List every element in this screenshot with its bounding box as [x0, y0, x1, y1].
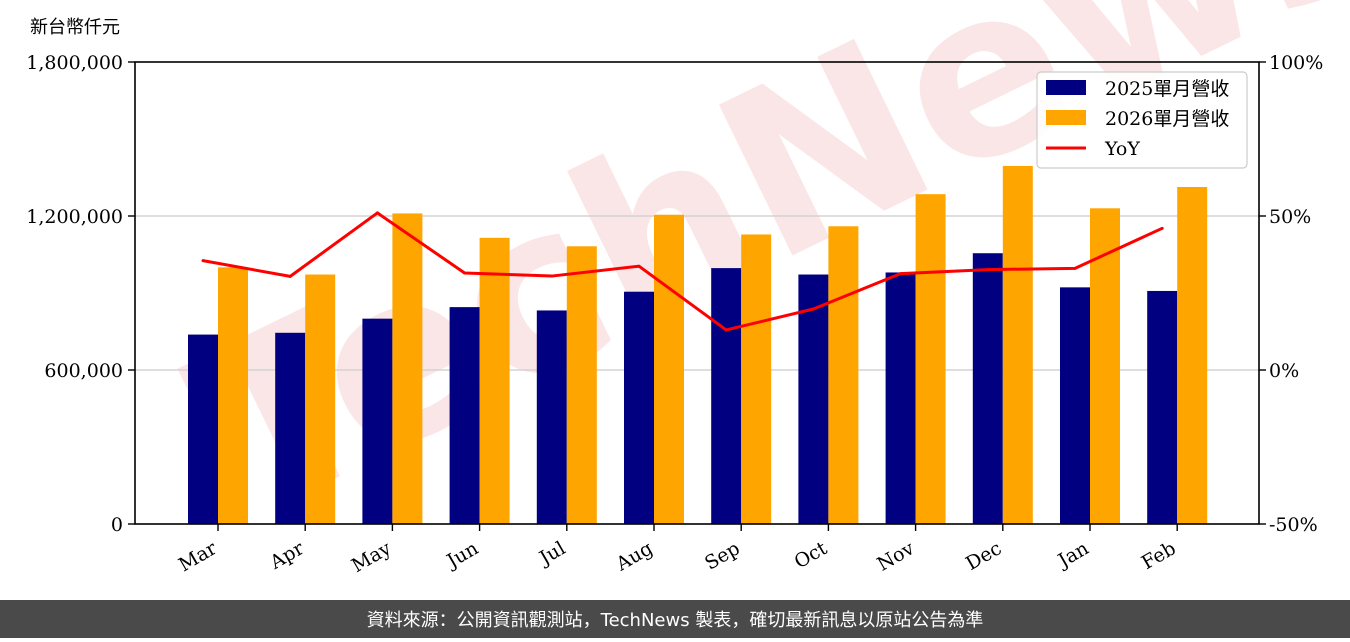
- yoy-point: [899, 272, 903, 276]
- right-axis: -50% 0% 50% 100%: [1259, 52, 1323, 536]
- footer-source-text: 資料來源：公開資訊觀測站，TechNews 製表，確切最新訊息以原站公告為準: [367, 610, 984, 631]
- legend: 2025單月營收 2026單月營收 YoY: [1036, 71, 1248, 169]
- bar-2025: [711, 268, 742, 524]
- plot-frame: [134, 61, 1260, 525]
- unit-label: 新台幣仟元: [30, 17, 120, 38]
- legend-box: [1036, 71, 1248, 169]
- bar-2026: [828, 226, 859, 524]
- x-axis-tick-label: Mar: [175, 537, 221, 576]
- yoy-point: [724, 328, 728, 332]
- legend-swatch-2025: [1046, 80, 1086, 95]
- yoy-point: [550, 274, 554, 278]
- bar-2025: [885, 272, 916, 524]
- x-axis-tick-label: Feb: [1138, 537, 1180, 574]
- x-axis-tick-label: Jul: [534, 537, 569, 570]
- left-axis-tick-label: 600,000: [44, 360, 123, 382]
- yoy-point: [637, 264, 641, 268]
- legend-swatch-2026: [1046, 110, 1086, 125]
- legend-label-2026: 2026單月營收: [1105, 108, 1229, 130]
- bar-2025: [275, 332, 306, 524]
- bar-2025: [972, 253, 1003, 524]
- bar-2025: [536, 310, 567, 524]
- left-axis-tick-label: 1,800,000: [26, 52, 123, 74]
- yoy-line: [202, 211, 1163, 332]
- yoy-point: [986, 268, 990, 272]
- left-axis: 0 600,000 1,200,000 1,800,000: [26, 52, 135, 536]
- yoy-point: [1073, 266, 1077, 270]
- bar-2026: [915, 194, 946, 524]
- left-axis-tick-label: 1,200,000: [26, 206, 123, 228]
- bar-2026: [479, 237, 510, 525]
- bar-2025: [798, 274, 829, 524]
- bar-2026: [1090, 208, 1120, 525]
- yoy-point: [1160, 226, 1164, 230]
- x-axis-tick-label: Dec: [962, 537, 1005, 575]
- bar-2025: [1147, 290, 1178, 524]
- bar-2025: [188, 334, 218, 524]
- x-axis-tick-label: Nov: [873, 537, 918, 576]
- legend-label-yoy: YoY: [1104, 138, 1140, 160]
- yoy-point: [811, 307, 815, 311]
- x-axis-tick-label: May: [348, 537, 395, 577]
- left-axis-tick-label: 0: [111, 514, 123, 536]
- bar-2025: [449, 307, 480, 524]
- bar-2025: [624, 291, 654, 524]
- x-axis-tick-label: Aug: [612, 537, 657, 576]
- bar-2026: [392, 213, 423, 524]
- right-axis-tick-label: 50%: [1269, 206, 1311, 228]
- legend-label-2025: 2025單月營收: [1105, 78, 1229, 100]
- footer-bar: [0, 600, 1350, 638]
- yoy-point: [201, 259, 205, 263]
- bar-2026: [654, 214, 684, 524]
- x-axis-tick-label: Jan: [1053, 537, 1093, 573]
- bar-2026: [741, 234, 772, 525]
- right-axis-tick-label: -50%: [1269, 514, 1318, 536]
- bar-2026: [1002, 165, 1033, 524]
- yoy-point: [375, 211, 379, 215]
- bar-2026: [566, 246, 597, 524]
- bar-2025: [362, 318, 393, 524]
- yoy-line-layer: [201, 211, 1164, 332]
- bar-2026: [305, 274, 336, 524]
- bar-2025: [1060, 287, 1090, 524]
- yoy-point: [463, 271, 467, 275]
- bar-2026: [1177, 186, 1208, 524]
- x-axis-tick-label: Oct: [791, 537, 832, 573]
- yoy-point: [288, 274, 292, 278]
- right-axis-tick-label: 0%: [1269, 360, 1299, 382]
- x-axis-tick-label: Jun: [442, 537, 483, 573]
- right-axis-tick-label: 100%: [1269, 52, 1323, 74]
- bars: [188, 165, 1208, 525]
- bar-2026: [218, 267, 248, 524]
- x-axis-tick-label: Sep: [701, 537, 744, 574]
